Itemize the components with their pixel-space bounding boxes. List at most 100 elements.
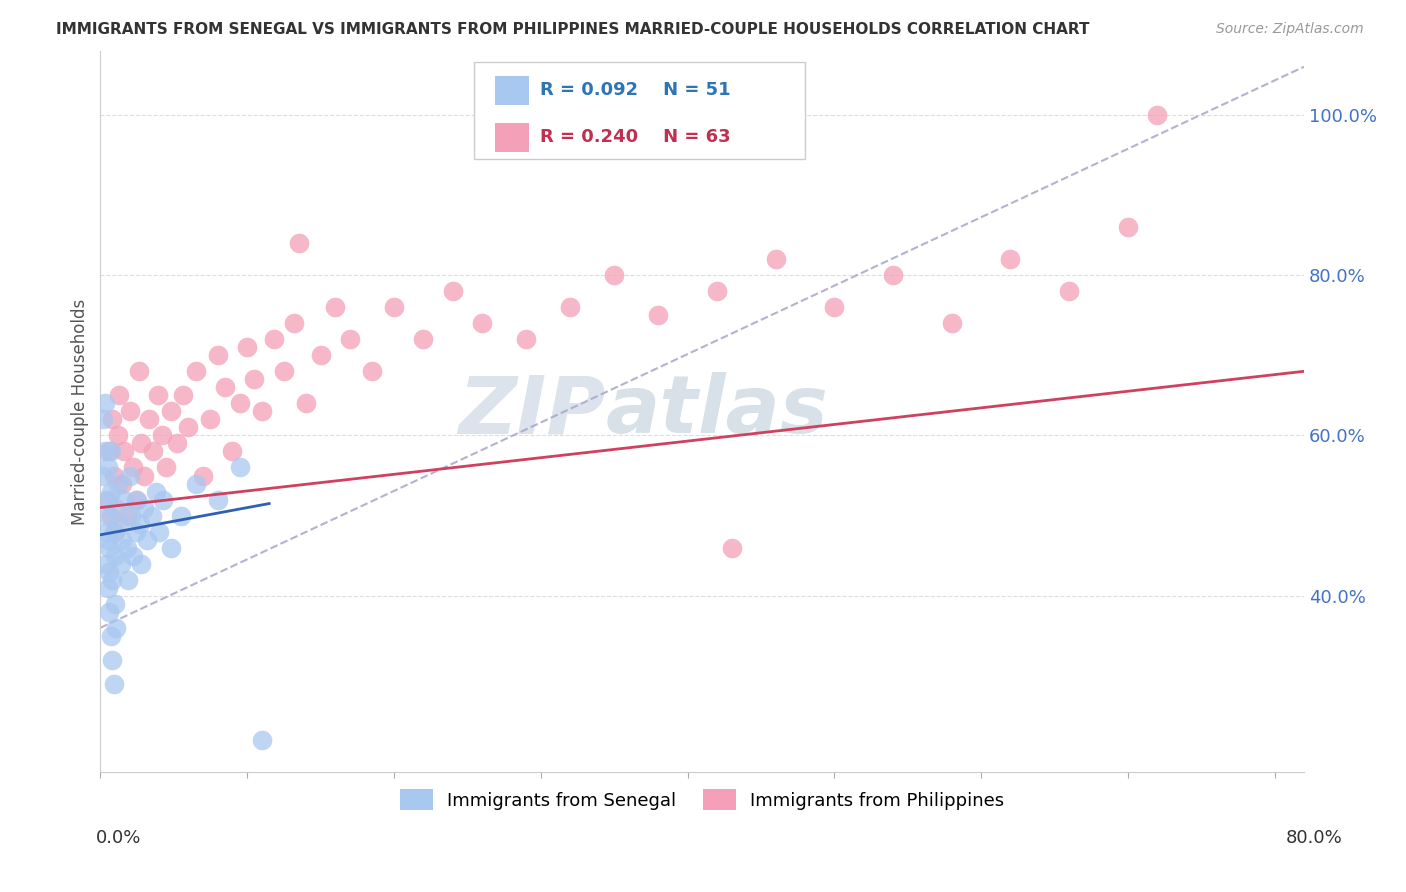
Point [94, 444, 117, 458]
Point [100, 484, 122, 499]
Point [1116, 220, 1139, 235]
Text: IMMIGRANTS FROM SENEGAL VS IMMIGRANTS FROM PHILIPPINES MARRIED-COUPLE HOUSEHOLDS: IMMIGRANTS FROM SENEGAL VS IMMIGRANTS FR… [56, 22, 1090, 37]
Point [142, 444, 165, 458]
Point [105, 621, 128, 635]
Point [295, 396, 318, 410]
Text: atlas: atlas [606, 372, 828, 450]
Text: R = 0.092    N = 51: R = 0.092 N = 51 [540, 81, 730, 99]
Point [111, 476, 134, 491]
Point [98, 444, 121, 458]
Point [706, 284, 728, 298]
Point [91, 468, 114, 483]
Point [765, 252, 787, 266]
Point [117, 573, 139, 587]
Point [207, 348, 229, 362]
Point [100, 444, 122, 458]
Point [145, 484, 167, 499]
Point [1146, 108, 1168, 122]
Point [107, 428, 129, 442]
Point [558, 300, 581, 314]
Point [104, 524, 127, 539]
Point [91, 412, 114, 426]
Point [110, 557, 132, 571]
Point [339, 332, 361, 346]
Point [125, 492, 148, 507]
Point [129, 516, 152, 531]
Point [97, 508, 120, 523]
Point [152, 492, 174, 507]
Point [441, 284, 464, 298]
Point [134, 468, 156, 483]
Point [111, 533, 134, 547]
Point [184, 476, 207, 491]
Point [103, 468, 125, 483]
Point [97, 492, 120, 507]
Point [229, 460, 252, 475]
Point [172, 388, 194, 402]
Point [150, 428, 173, 442]
Point [121, 549, 143, 563]
FancyBboxPatch shape [495, 123, 529, 152]
FancyBboxPatch shape [474, 62, 804, 159]
Point [941, 316, 963, 330]
Point [1057, 284, 1080, 298]
FancyBboxPatch shape [495, 76, 529, 104]
Point [515, 332, 537, 346]
Point [243, 372, 266, 386]
Point [309, 348, 332, 362]
Point [115, 508, 138, 523]
Point [170, 508, 193, 523]
Point [97, 460, 120, 475]
Point [1000, 252, 1022, 266]
Point [103, 524, 125, 539]
Point [98, 541, 121, 555]
Point [100, 629, 122, 643]
Point [273, 364, 295, 378]
Point [823, 300, 845, 314]
Point [107, 476, 129, 491]
Point [361, 364, 384, 378]
Point [108, 388, 131, 402]
Point [104, 549, 127, 563]
Point [104, 597, 127, 611]
Point [97, 581, 120, 595]
Point [112, 492, 135, 507]
Point [98, 565, 121, 579]
Point [647, 308, 669, 322]
Point [159, 541, 181, 555]
Point [112, 444, 135, 458]
Point [104, 500, 127, 515]
Point [287, 235, 309, 250]
Point [283, 316, 305, 330]
Point [108, 516, 131, 531]
Point [101, 573, 124, 587]
Point [603, 268, 626, 282]
Point [412, 332, 434, 346]
Point [155, 460, 177, 475]
Text: Source: ZipAtlas.com: Source: ZipAtlas.com [1216, 22, 1364, 37]
Point [138, 412, 160, 426]
Point [200, 412, 222, 426]
Point [221, 444, 243, 458]
Point [382, 300, 405, 314]
Point [191, 468, 214, 483]
Point [136, 533, 159, 547]
Point [250, 404, 273, 418]
Y-axis label: Married-couple Households: Married-couple Households [72, 298, 89, 524]
Point [159, 404, 181, 418]
Point [882, 268, 904, 282]
Point [124, 524, 146, 539]
Point [98, 605, 121, 619]
Point [141, 508, 163, 523]
Point [103, 677, 125, 691]
Point [166, 436, 188, 450]
Point [720, 541, 742, 555]
Point [97, 533, 120, 547]
Point [100, 508, 122, 523]
Legend: Immigrants from Senegal, Immigrants from Philippines: Immigrants from Senegal, Immigrants from… [392, 782, 1011, 817]
Text: 0.0%: 0.0% [96, 829, 141, 847]
Point [101, 653, 124, 667]
Point [131, 557, 153, 571]
Text: ZIP: ZIP [458, 372, 606, 450]
Point [96, 557, 118, 571]
